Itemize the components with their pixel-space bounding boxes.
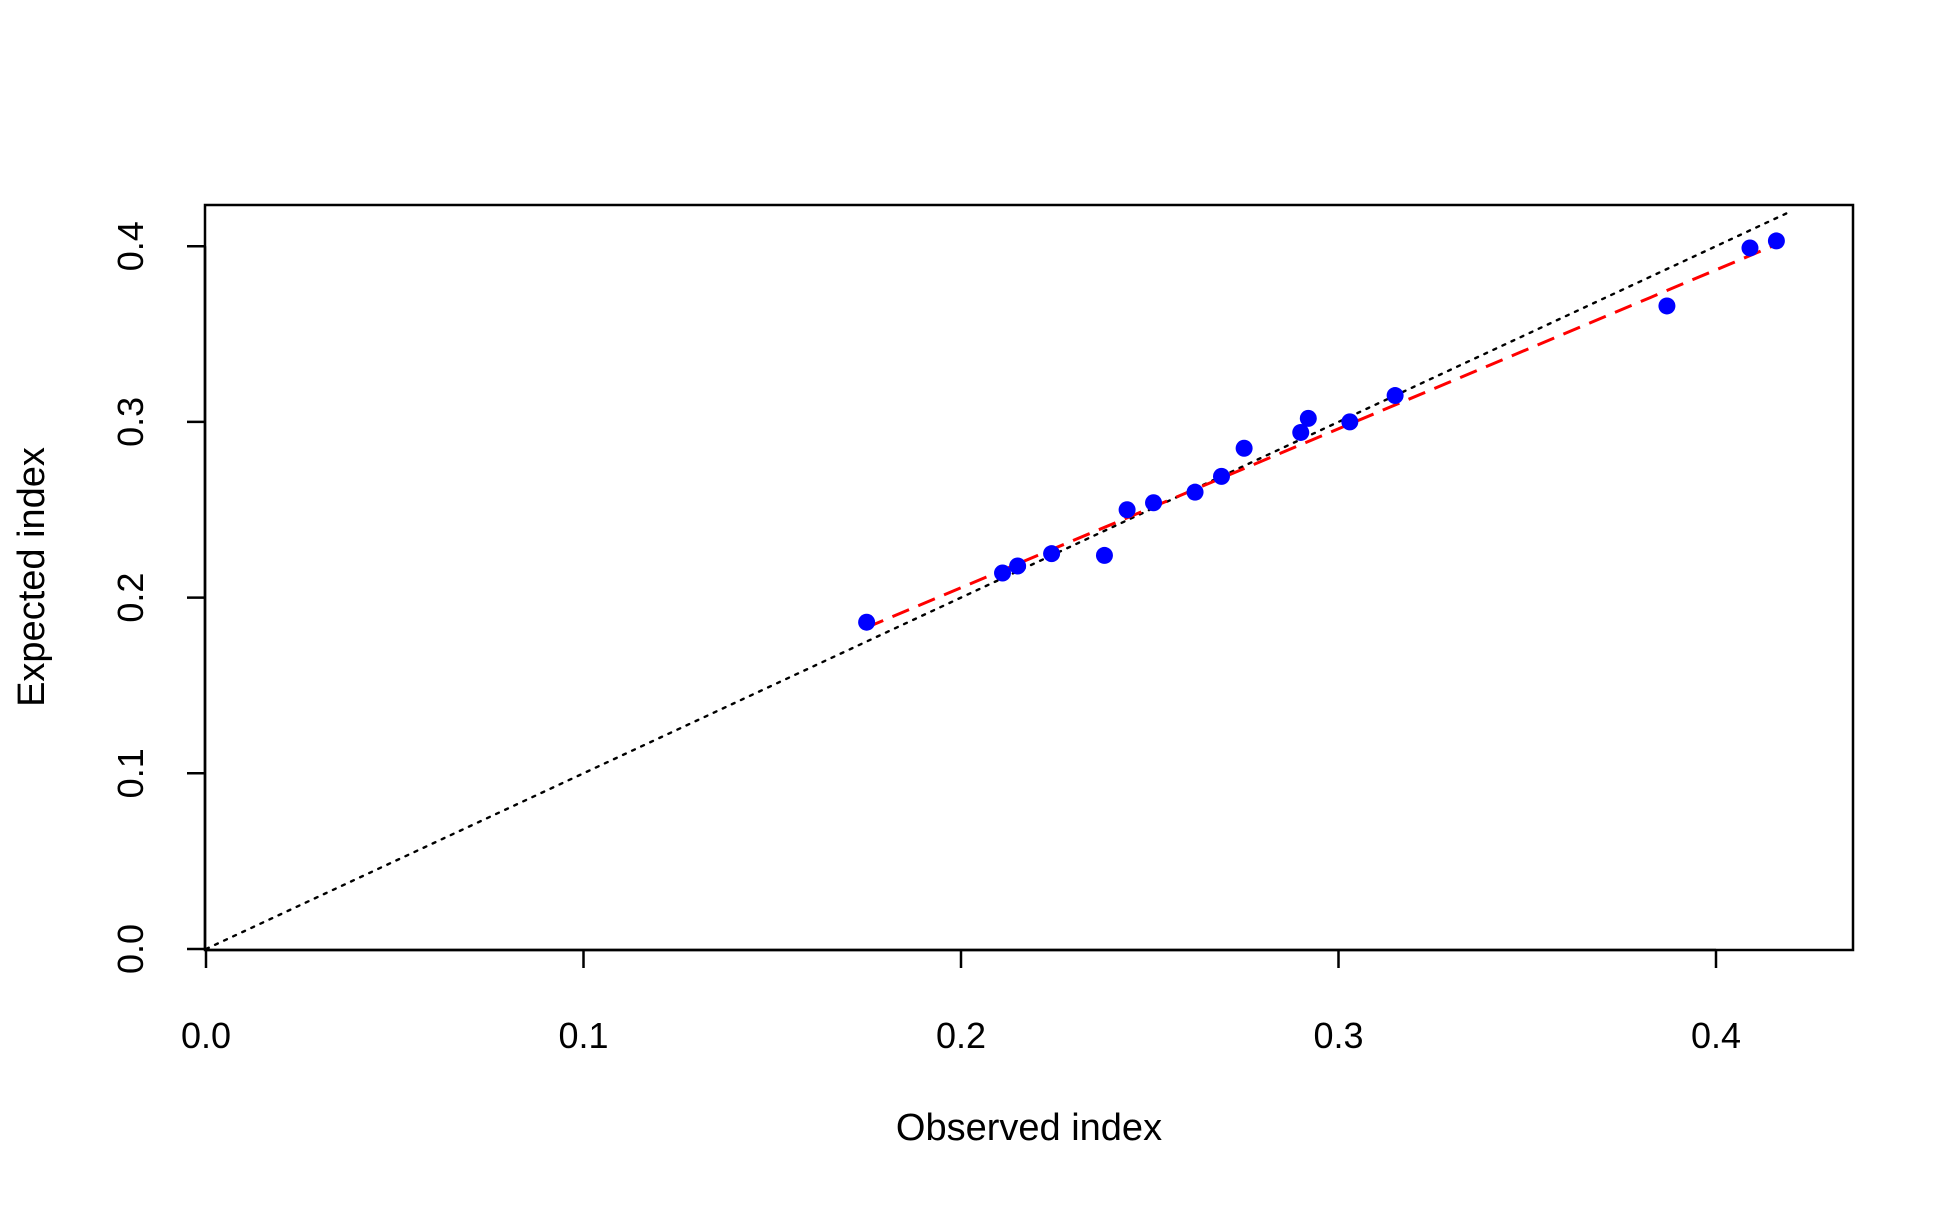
data-point [1186, 483, 1204, 501]
x-tick-label: 0.3 [1313, 1015, 1363, 1056]
data-point [994, 564, 1012, 582]
data-point [1658, 297, 1676, 315]
y-tick-label: 0.2 [110, 573, 151, 623]
data-point [1386, 387, 1404, 405]
data-point [1235, 439, 1253, 457]
data-point [1212, 467, 1230, 485]
fit-line-layer [866, 243, 1777, 629]
data-point [1292, 423, 1310, 441]
data-point [858, 613, 876, 631]
y-axis: 0.0 0.1 0.2 0.3 0.4 [110, 221, 207, 974]
data-point [1145, 494, 1163, 512]
x-axis: 0.0 0.1 0.2 0.3 0.4 [181, 948, 1741, 1056]
x-tick-label: 0.2 [936, 1015, 986, 1056]
data-point [1299, 409, 1317, 427]
data-point [1741, 239, 1759, 257]
fit-line [866, 243, 1777, 629]
data-point [1118, 501, 1136, 519]
data-point [1043, 545, 1061, 563]
y-tick-label: 0.0 [110, 924, 151, 974]
y-axis-title: Expected index [11, 447, 53, 707]
points-layer [858, 232, 1785, 631]
y-tick-label: 0.4 [110, 221, 151, 271]
x-tick-label: 0.0 [181, 1015, 231, 1056]
y-tick-label: 0.1 [110, 748, 151, 798]
data-point [1095, 546, 1113, 564]
x-tick-label: 0.1 [558, 1015, 608, 1056]
y-tick-label: 0.3 [110, 397, 151, 447]
data-point [1341, 413, 1359, 431]
reference-line-layer [204, 209, 1793, 951]
x-tick-label: 0.4 [1691, 1015, 1741, 1056]
data-point [1767, 232, 1785, 250]
reference-line [204, 209, 1793, 951]
x-axis-title: Observed index [896, 1107, 1162, 1149]
data-point [1009, 557, 1027, 575]
